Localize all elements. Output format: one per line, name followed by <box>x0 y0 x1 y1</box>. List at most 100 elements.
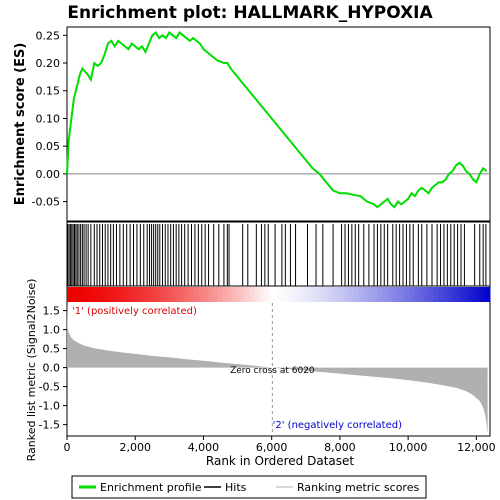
band-segment <box>297 287 303 302</box>
band-segment <box>278 287 284 302</box>
band-segment <box>358 287 364 302</box>
band-segment <box>396 287 402 302</box>
band-segment <box>339 287 345 302</box>
band-segment <box>391 287 397 302</box>
metric-y-tick-label: -0.5 <box>39 381 60 394</box>
band-segment <box>193 287 200 302</box>
band-segment <box>175 287 181 302</box>
legend-label-ranking-metric-scores: Ranking metric scores <box>297 481 419 494</box>
es-y-axis-ticks: 0.25 0.20 0.15 0.10 0.05 0.00 -0.05 <box>32 29 67 209</box>
band-segment <box>386 287 392 302</box>
band-segment <box>132 287 138 302</box>
band-segment <box>231 287 237 302</box>
band-segment <box>99 287 106 302</box>
positive-correlation-label: '1' (positively correlated) <box>72 306 197 317</box>
band-segment <box>414 287 420 302</box>
band-segment <box>480 287 486 302</box>
es-y-tick-label: 0.20 <box>36 57 61 70</box>
band-segment <box>118 287 124 302</box>
band-segment <box>151 287 157 302</box>
band-segment <box>405 287 411 302</box>
band-segment <box>447 287 453 302</box>
band-segment <box>377 287 383 302</box>
band-segment <box>245 287 251 302</box>
band-segment <box>334 287 341 302</box>
band-segment <box>156 287 162 302</box>
zero-cross-label: Zero cross at 6020 <box>230 366 315 376</box>
band-segment <box>264 287 270 302</box>
band-segment <box>95 287 101 302</box>
x-tick-label: 12,000 <box>457 441 496 454</box>
es-y-tick-label: 0.15 <box>36 85 61 98</box>
legend-label-hits: Hits <box>225 481 247 494</box>
band-segment <box>466 287 472 302</box>
band-segment <box>471 287 477 302</box>
band-segment <box>114 287 120 302</box>
band-segment <box>146 287 153 302</box>
band-segment <box>325 287 331 302</box>
band-segment <box>189 287 195 302</box>
band-segment <box>283 287 289 302</box>
band-segment <box>184 287 190 302</box>
band-segment <box>208 287 214 302</box>
metric-y-tick-label: 1.0 <box>43 324 61 337</box>
band-segment <box>240 287 247 302</box>
band-segment <box>287 287 294 302</box>
band-segment <box>259 287 265 302</box>
band-segment <box>104 287 110 302</box>
band-segment <box>255 287 261 302</box>
band-segment <box>438 287 444 302</box>
x-tick-label: 6,000 <box>256 441 288 454</box>
x-tick-label: 0 <box>64 441 71 454</box>
x-tick-label: 10,000 <box>389 441 428 454</box>
band-segment <box>273 287 279 302</box>
band-segment <box>269 287 275 302</box>
band-segment <box>81 287 87 302</box>
band-segment <box>485 287 491 302</box>
metric-y-tick-label: 0.0 <box>43 362 61 375</box>
metric-y-axis-label: Ranked list metric (Signal2Noise) <box>25 279 38 462</box>
band-segment <box>302 287 308 302</box>
hit-marks <box>67 224 487 286</box>
metric-y-tick-label: -1.5 <box>39 419 60 432</box>
band-segment <box>198 287 204 302</box>
band-segment <box>212 287 218 302</box>
band-segment <box>381 287 388 302</box>
band-segment <box>137 287 143 302</box>
ranked-metric-panel: 1.5 1.0 0.5 0.0 -0.5 -1.0 -1.5 0 2,000 4,000 6,00… <box>25 279 496 468</box>
correlation-color-band <box>67 287 491 302</box>
band-segment <box>222 287 228 302</box>
es-y-axis-label: Enrichment score (ES) <box>13 43 28 206</box>
band-segment <box>316 287 322 302</box>
band-segment <box>292 287 298 302</box>
band-segment <box>367 287 373 302</box>
metric-y-tick-label: -1.0 <box>39 400 60 413</box>
es-y-tick-label: -0.05 <box>32 196 60 209</box>
es-y-tick-label: 0.25 <box>36 29 61 42</box>
band-segment <box>475 287 482 302</box>
band-segment <box>90 287 96 302</box>
band-segment <box>203 287 209 302</box>
band-segment <box>109 287 115 302</box>
band-segment <box>236 287 242 302</box>
band-segment <box>443 287 449 302</box>
band-segment <box>123 287 129 302</box>
band-segment <box>71 287 77 302</box>
band-segment <box>400 287 406 302</box>
es-y-tick-label: 0.10 <box>36 112 61 125</box>
band-segment <box>461 287 467 302</box>
es-y-tick-label: 0.00 <box>36 168 61 181</box>
band-segment <box>424 287 430 302</box>
x-axis-ticks: 0 2,000 4,000 6,000 8,000 10,000 12,000 <box>64 436 496 454</box>
band-segment <box>179 287 185 302</box>
band-segment <box>311 287 317 302</box>
band-segment <box>306 287 312 302</box>
ranking-metric-area <box>67 306 488 435</box>
x-tick-label: 2,000 <box>119 441 151 454</box>
band-segment <box>344 287 350 302</box>
band-segment <box>363 287 369 302</box>
band-segment <box>349 287 355 302</box>
hits-panel <box>66 221 491 287</box>
band-segment <box>170 287 176 302</box>
